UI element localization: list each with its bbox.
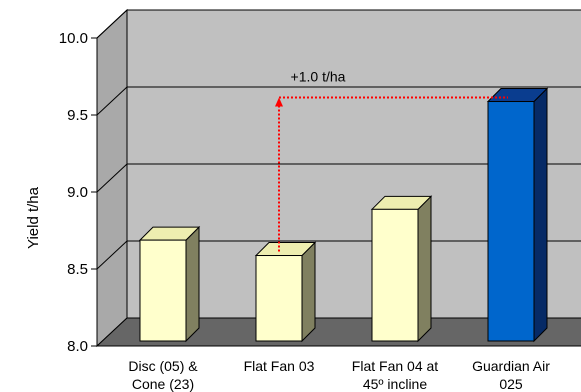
x-tick-label: 45º incline (363, 376, 427, 392)
x-tick-label: Disc (05) & (128, 358, 198, 374)
gridline-side (96, 163, 128, 193)
y-tick-label: 9.5 (67, 107, 88, 124)
bar (486, 87, 549, 343)
annotation-label: +1.0 t/ha (291, 69, 346, 85)
y-tick-label: 8.5 (67, 261, 88, 278)
bar-front (371, 208, 419, 342)
x-tick-label: Guardian Air (472, 358, 550, 374)
x-tick-label: Flat Fan 04 at (352, 358, 438, 374)
y-axis-title: Yield t/ha (25, 186, 42, 249)
gridline-side (96, 240, 128, 270)
y-tick-label: 8.0 (67, 338, 88, 355)
x-tick-label: 025 (499, 376, 523, 392)
y-tick-label: 10.0 (59, 30, 88, 47)
bar (254, 241, 317, 343)
bar-front (255, 255, 303, 342)
gridline-side (96, 9, 128, 39)
bar (138, 225, 201, 343)
bar-front (487, 101, 535, 342)
y-axis: 8.0 8.5 9.0 9.5 10.0 (59, 30, 581, 355)
x-tick-label: Cone (23) (132, 376, 194, 392)
bar-side (185, 225, 200, 343)
bar-side (533, 87, 548, 343)
annotation-arrowhead (275, 97, 283, 107)
bar-side (301, 241, 316, 343)
y-tick-label: 9.0 (67, 184, 88, 201)
x-tick-label: Flat Fan 03 (244, 358, 315, 374)
bar (370, 195, 433, 343)
bars (138, 87, 549, 343)
gridline-side (96, 86, 128, 116)
bar-front (139, 239, 187, 342)
annotation: +1.0 t/ha (275, 69, 508, 252)
bar-side (417, 195, 432, 343)
x-axis-labels: Disc (05) & Cone (23) Flat Fan 03 Flat Fan … (128, 358, 550, 392)
